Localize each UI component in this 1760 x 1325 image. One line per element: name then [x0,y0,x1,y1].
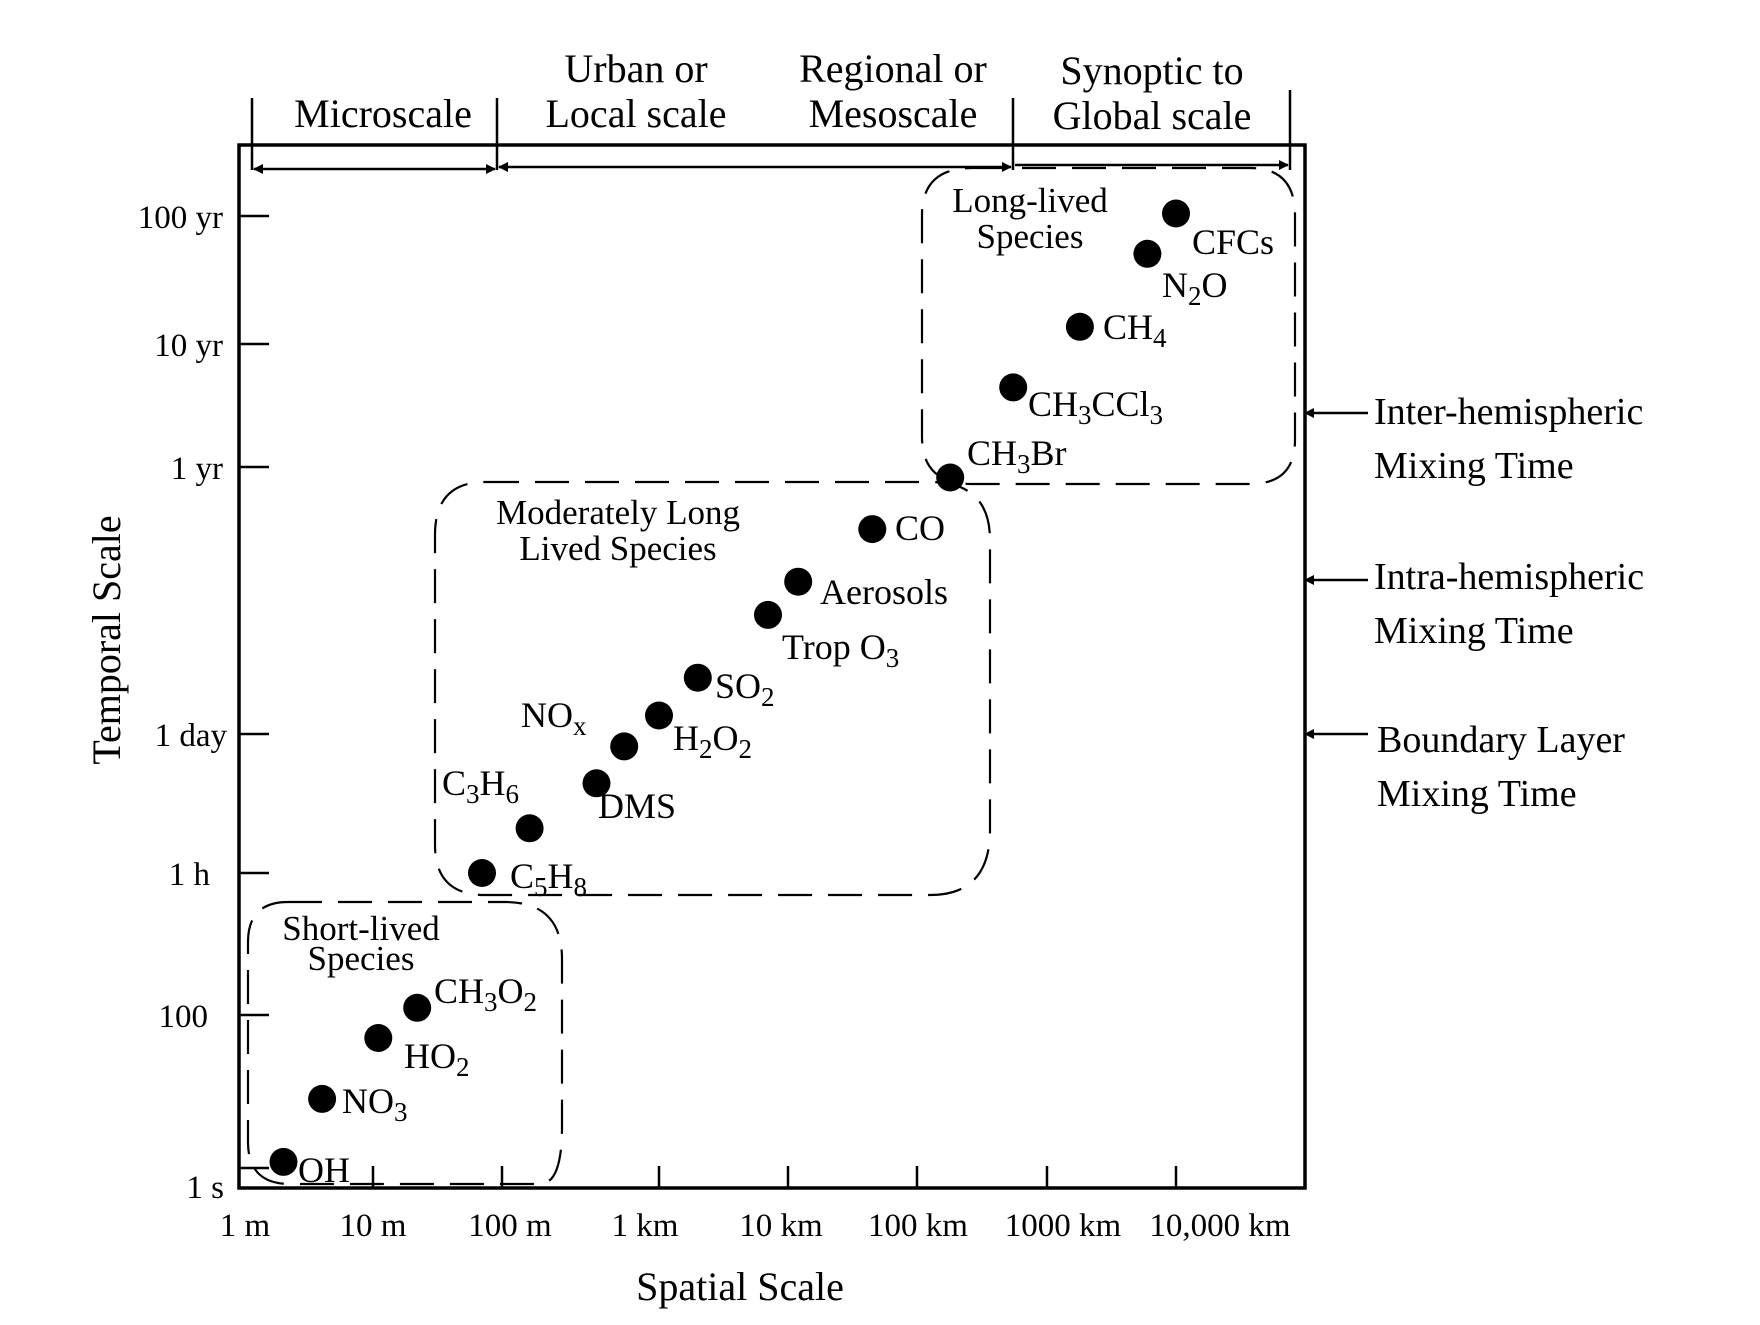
species-dot-aerosols [784,567,813,596]
species-label-ch3ccl3: CH3CCl3 [1028,384,1163,430]
species-dot-cfcs [1162,199,1190,228]
species-label-oh: OH [298,1150,350,1190]
species-dot-ch3o2 [403,993,432,1022]
species-dot-ch3ccl3 [999,373,1028,402]
species-dot-c3h6 [515,814,544,843]
species-label-trop-o3: Trop O3 [782,627,899,673]
scale-region-global-line2: Global scale [1053,93,1252,138]
species-label-dms: DMS [598,786,676,826]
mixing-label-intra-line1: Intra-hemispheric [1374,556,1644,598]
species-dot-n2o [1133,239,1162,268]
species-label-n2o: N2O [1162,265,1228,311]
species-dot-dms [582,769,611,798]
group-label-long-lived-line1: Long-lived [952,181,1108,220]
mixing-label-boundary-line2: Mixing Time [1377,773,1577,815]
x-axis-title: Spatial Scale [636,1264,844,1309]
y-tick-label: 10 yr [154,328,223,364]
long-lived-group-box [920,166,1297,486]
x-tick-label: 10 m [340,1208,407,1244]
mixing-label-intra-line2: Mixing Time [1374,610,1574,652]
group-label-moderate-line1: Moderately Long [496,493,740,532]
group-label-short-lived-line1: Short-lived [282,909,440,948]
scale-region-mesoscale-line1: Regional or [799,46,987,91]
group-label-moderate-line2: Lived Species [519,529,716,568]
species-labels: OH NO3 HO2 CH3O2 C5H8 C3H6 DMS NOx H2O2 … [298,222,1274,1190]
species-dot-nox [610,732,639,761]
scale-region-mesoscale-line2: Mesoscale [809,91,978,136]
moderately-long-lived-group-box [433,480,992,897]
species-dot-no3 [308,1084,337,1113]
species-label-co: CO [895,508,945,548]
group-label-short-lived-line2: Species [308,939,415,978]
y-tick-label: 1 yr [171,451,223,487]
species-dot-ch3br [936,463,965,492]
scale-region-local-line1: Urban or [564,46,707,91]
x-tick-label: 1 m [220,1208,271,1244]
y-tick-label: 1 day [155,718,228,754]
species-dot-so2 [683,663,712,692]
species-dot-ho2 [364,1024,393,1052]
species-dot-c5h8 [468,859,496,887]
x-tick-label: 10,000 km [1149,1208,1291,1244]
short-lived-group-box [246,900,564,1186]
species-dot-co [858,515,887,544]
species-label-ho2: HO2 [404,1036,470,1082]
x-axis-ticks [371,1166,1178,1188]
species-label-c3h6: C3H6 [442,763,519,809]
scale-region-global-line1: Synoptic to [1060,48,1243,93]
species-label-nox: NOx [521,695,587,741]
mixing-label-inter-line1: Inter-hemispheric [1374,391,1643,433]
x-tick-label: 1000 km [1005,1208,1122,1244]
y-tick-label: 100 [159,999,209,1035]
y-tick-label: 100 yr [138,200,223,236]
species-label-ch3o2: CH3O2 [434,971,537,1017]
species-label-cfcs: CFCs [1192,222,1274,262]
species-label-no3: NO3 [342,1081,408,1127]
scale-region-microscale-line2: Microscale [294,91,472,136]
species-label-ch3br: CH3Br [967,433,1067,479]
species-label-c5h8: C5H8 [510,856,587,902]
scale-region-local-line2: Local scale [546,91,727,136]
y-axis-title: Temporal Scale [84,515,129,764]
x-tick-label: 100 m [468,1208,552,1244]
species-dot-trop-o3 [754,600,782,629]
mixing-label-inter-line2: Mixing Time [1374,445,1574,487]
species-label-h2o2: H2O2 [673,718,752,764]
species-dot-oh [269,1147,298,1176]
plot-frame [237,143,1307,1190]
species-dot-ch4 [1065,312,1094,341]
group-label-long-lived-line2: Species [977,217,1084,256]
x-tick-label: 100 km [868,1208,968,1244]
species-points [269,199,1190,1176]
species-label-ch4: CH4 [1103,307,1167,353]
species-label-so2: SO2 [715,666,775,712]
mixing-label-boundary-line1: Boundary Layer [1377,719,1625,761]
x-tick-label: 1 km [612,1208,679,1244]
species-label-aerosols: Aerosols [820,572,948,612]
y-axis-ticks [239,214,269,1170]
x-tick-label: 10 km [739,1208,823,1244]
species-dot-h2o2 [645,701,673,730]
y-tick-label: 1 s [186,1170,224,1206]
y-tick-label: 1 h [169,857,211,893]
